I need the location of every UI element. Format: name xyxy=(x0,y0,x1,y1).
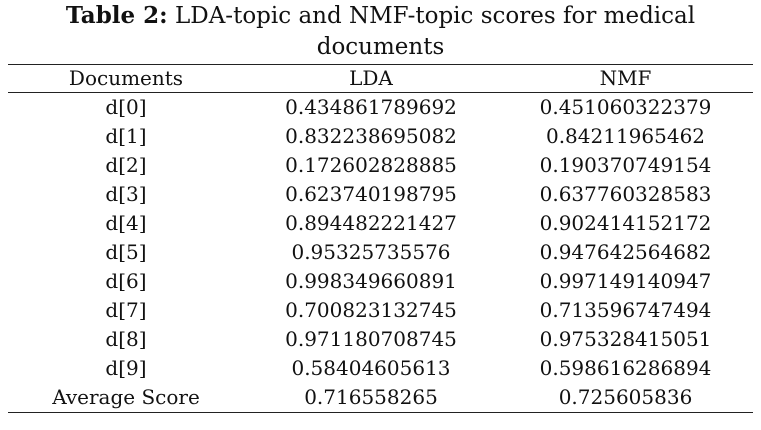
caption-label: Table 2: xyxy=(65,2,168,29)
document-cell: d[2] xyxy=(105,153,147,177)
lda-cell: 0.971180708745 xyxy=(285,327,457,351)
nmf-cell: 0.190370749154 xyxy=(539,153,712,177)
document-cell: d[7] xyxy=(105,298,147,322)
table-row: d[3] 0.623740198795 0.637760328583 xyxy=(8,180,753,209)
nmf-cell: 0.975328415051 xyxy=(539,327,712,351)
table-row: d[9] 0.58404605613 0.598616286894 xyxy=(8,354,753,383)
average-label-cell: Average Score xyxy=(8,383,244,413)
nmf-cell: 0.451060322379 xyxy=(539,95,712,119)
column-header-lda: LDA xyxy=(244,64,498,93)
nmf-average-cell: 0.725605836 xyxy=(498,383,753,413)
document-cell: d[1] xyxy=(105,124,147,148)
table-row: d[7] 0.700823132745 0.713596747494 xyxy=(8,296,753,325)
nmf-cell: 0.713596747494 xyxy=(539,298,712,322)
nmf-cell: 0.997149140947 xyxy=(539,269,712,293)
document-cell: d[3] xyxy=(105,182,147,206)
nmf-cell: 0.902414152172 xyxy=(539,211,712,235)
header-row: Documents LDA NMF xyxy=(8,64,753,93)
lda-cell: 0.58404605613 xyxy=(291,356,451,380)
average-score-row: Average Score 0.716558265 0.725605836 xyxy=(8,383,753,413)
table-row: d[4] 0.894482221427 0.902414152172 xyxy=(8,209,753,238)
document-cell: d[8] xyxy=(105,327,147,351)
lda-average-cell: 0.716558265 xyxy=(244,383,498,413)
column-header-nmf: NMF xyxy=(498,64,753,93)
lda-cell: 0.832238695082 xyxy=(285,124,457,148)
lda-cell: 0.700823132745 xyxy=(285,298,457,322)
lda-cell: 0.623740198795 xyxy=(285,182,457,206)
caption-text: LDA-topic and NMF-topic scores for medic… xyxy=(167,3,696,60)
lda-cell: 0.172602828885 xyxy=(285,153,457,177)
document-cell: d[9] xyxy=(105,356,147,380)
table-row: d[5] 0.95325735576 0.947642564682 xyxy=(8,238,753,267)
document-cell: d[6] xyxy=(105,269,147,293)
table-row: d[1] 0.832238695082 0.84211965462 xyxy=(8,122,753,151)
table-row: d[0] 0.434861789692 0.451060322379 xyxy=(8,93,753,123)
lda-cell: 0.894482221427 xyxy=(285,211,457,235)
lda-cell: 0.95325735576 xyxy=(291,240,451,264)
table-row: d[8] 0.971180708745 0.975328415051 xyxy=(8,325,753,354)
table-caption: Table 2: LDA-topic and NMF-topic scores … xyxy=(0,0,761,63)
nmf-cell: 0.84211965462 xyxy=(545,124,706,148)
lda-cell: 0.998349660891 xyxy=(285,269,457,293)
document-cell: d[4] xyxy=(105,211,147,235)
table-row: d[6] 0.998349660891 0.997149140947 xyxy=(8,267,753,296)
nmf-cell: 0.637760328583 xyxy=(539,182,712,206)
nmf-cell: 0.947642564682 xyxy=(539,240,712,264)
column-header-documents: Documents xyxy=(8,64,244,93)
document-cell: d[5] xyxy=(105,240,147,264)
document-cell: d[0] xyxy=(105,95,147,119)
nmf-cell: 0.598616286894 xyxy=(539,356,712,380)
table-row: d[2] 0.172602828885 0.190370749154 xyxy=(8,151,753,180)
lda-cell: 0.434861789692 xyxy=(285,95,457,119)
scores-table: Documents LDA NMF d[0] 0.434861789692 0.… xyxy=(8,64,753,413)
